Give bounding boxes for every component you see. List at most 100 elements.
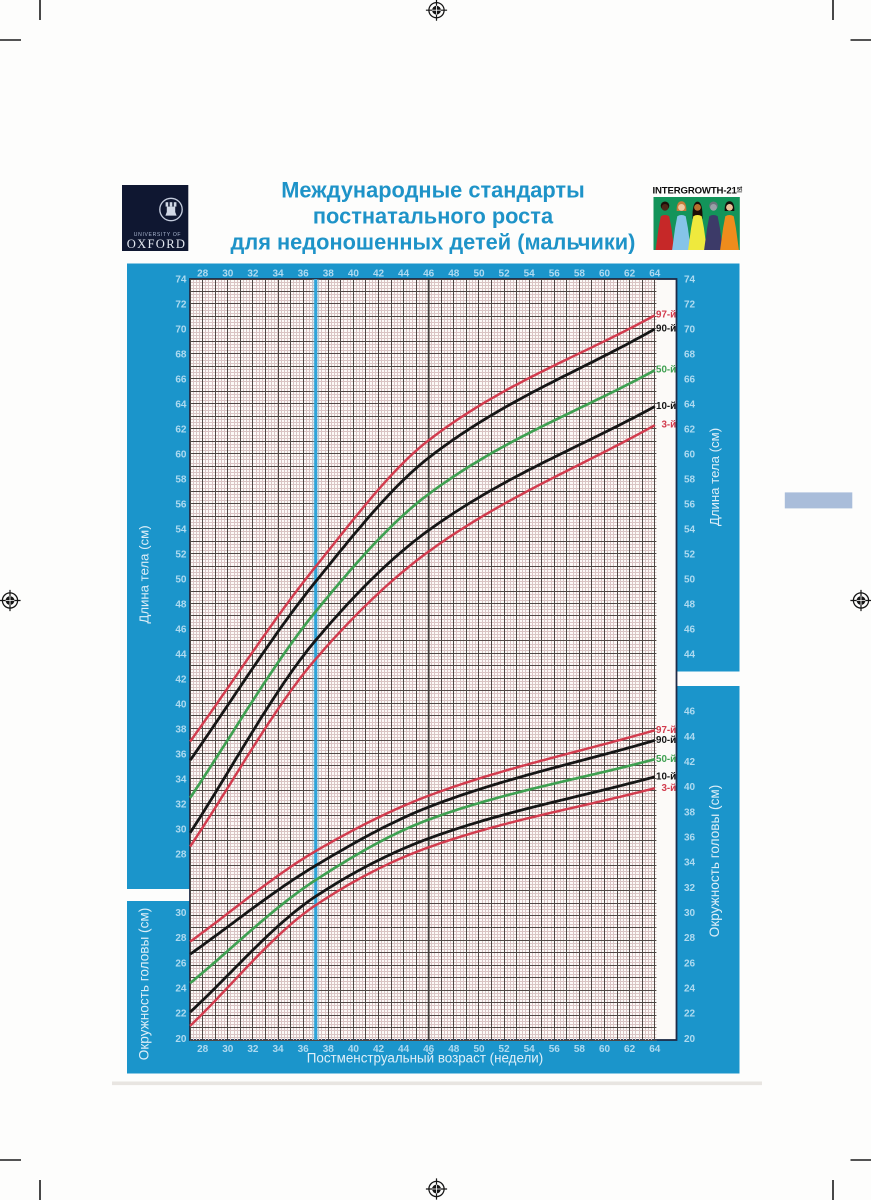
svg-text:58: 58 bbox=[574, 268, 586, 279]
svg-text:26: 26 bbox=[684, 958, 696, 969]
svg-text:64: 64 bbox=[684, 399, 696, 410]
svg-text:50: 50 bbox=[684, 574, 696, 585]
svg-text:36: 36 bbox=[175, 749, 187, 760]
svg-text:70: 70 bbox=[175, 324, 187, 335]
svg-text:постнатального роста: постнатального роста bbox=[313, 204, 554, 229]
svg-text:52: 52 bbox=[499, 268, 511, 279]
svg-text:97-й: 97-й bbox=[656, 310, 676, 321]
svg-text:34: 34 bbox=[175, 774, 187, 785]
svg-text:42: 42 bbox=[684, 757, 696, 768]
svg-text:58: 58 bbox=[175, 474, 187, 485]
svg-text:60: 60 bbox=[599, 1044, 611, 1055]
svg-text:UNIVERSITY OF: UNIVERSITY OF bbox=[134, 232, 181, 238]
svg-text:46: 46 bbox=[684, 624, 696, 635]
svg-text:58: 58 bbox=[574, 1044, 586, 1055]
svg-text:38: 38 bbox=[323, 1044, 335, 1055]
svg-text:50: 50 bbox=[473, 1044, 485, 1055]
svg-text:42: 42 bbox=[373, 1044, 385, 1055]
svg-text:48: 48 bbox=[448, 1044, 460, 1055]
svg-text:64: 64 bbox=[649, 268, 661, 279]
svg-text:44: 44 bbox=[398, 268, 410, 279]
svg-text:64: 64 bbox=[175, 399, 187, 410]
svg-text:30: 30 bbox=[684, 908, 696, 919]
svg-text:56: 56 bbox=[549, 1044, 561, 1055]
svg-text:INTERGROWTH-21st: INTERGROWTH-21st bbox=[653, 185, 744, 196]
svg-text:22: 22 bbox=[684, 1009, 696, 1020]
svg-text:56: 56 bbox=[549, 268, 561, 279]
svg-text:3-й: 3-й bbox=[661, 420, 676, 431]
svg-text:32: 32 bbox=[247, 1044, 259, 1055]
svg-text:30: 30 bbox=[222, 1044, 234, 1055]
svg-text:62: 62 bbox=[684, 424, 696, 435]
svg-text:40: 40 bbox=[348, 1044, 360, 1055]
svg-text:3-й: 3-й bbox=[661, 783, 676, 794]
svg-text:50-й: 50-й bbox=[656, 754, 676, 765]
svg-text:10-й: 10-й bbox=[656, 772, 676, 783]
svg-text:32: 32 bbox=[684, 883, 696, 894]
svg-text:60: 60 bbox=[684, 449, 696, 460]
svg-text:Длина тела (см): Длина тела (см) bbox=[707, 428, 722, 526]
svg-text:28: 28 bbox=[175, 849, 187, 860]
svg-text:26: 26 bbox=[175, 958, 187, 969]
svg-text:70: 70 bbox=[684, 324, 696, 335]
svg-text:60: 60 bbox=[175, 449, 187, 460]
svg-text:36: 36 bbox=[298, 268, 310, 279]
svg-text:Окружность головы (см): Окружность головы (см) bbox=[137, 908, 152, 1060]
svg-text:44: 44 bbox=[684, 732, 696, 743]
svg-text:48: 48 bbox=[175, 599, 187, 610]
svg-text:24: 24 bbox=[684, 984, 696, 995]
svg-text:50: 50 bbox=[175, 574, 187, 585]
svg-text:50: 50 bbox=[473, 268, 485, 279]
svg-text:44: 44 bbox=[684, 649, 696, 660]
svg-text:97-й: 97-й bbox=[656, 725, 676, 736]
svg-text:54: 54 bbox=[524, 1044, 536, 1055]
svg-text:66: 66 bbox=[175, 374, 187, 385]
svg-text:72: 72 bbox=[175, 299, 187, 310]
svg-text:34: 34 bbox=[272, 268, 284, 279]
svg-text:30: 30 bbox=[175, 824, 187, 835]
svg-text:52: 52 bbox=[175, 549, 187, 560]
svg-text:42: 42 bbox=[373, 268, 385, 279]
svg-text:10-й: 10-й bbox=[656, 401, 676, 412]
svg-text:44: 44 bbox=[398, 1044, 410, 1055]
svg-text:46: 46 bbox=[423, 268, 435, 279]
svg-text:40: 40 bbox=[175, 699, 187, 710]
svg-text:32: 32 bbox=[175, 799, 187, 810]
svg-text:48: 48 bbox=[448, 268, 460, 279]
svg-text:OXFORD: OXFORD bbox=[127, 237, 187, 251]
svg-text:52: 52 bbox=[499, 1044, 511, 1055]
svg-text:22: 22 bbox=[175, 1009, 187, 1020]
svg-text:для недоношенных детей (мальчи: для недоношенных детей (мальчики) bbox=[231, 230, 636, 255]
svg-text:58: 58 bbox=[684, 474, 696, 485]
svg-text:36: 36 bbox=[684, 833, 696, 844]
svg-text:60: 60 bbox=[599, 268, 611, 279]
svg-text:20: 20 bbox=[175, 1034, 187, 1045]
svg-text:90-й: 90-й bbox=[656, 735, 676, 746]
svg-text:68: 68 bbox=[684, 349, 696, 360]
svg-text:54: 54 bbox=[524, 268, 536, 279]
svg-text:32: 32 bbox=[247, 268, 259, 279]
svg-text:Международные стандарты: Международные стандарты bbox=[281, 178, 584, 203]
svg-text:38: 38 bbox=[323, 268, 335, 279]
svg-text:42: 42 bbox=[175, 674, 187, 685]
svg-text:46: 46 bbox=[175, 624, 187, 635]
svg-text:90-й: 90-й bbox=[656, 323, 676, 334]
svg-text:28: 28 bbox=[197, 268, 209, 279]
svg-text:28: 28 bbox=[175, 933, 187, 944]
svg-text:34: 34 bbox=[684, 858, 696, 869]
svg-text:20: 20 bbox=[684, 1034, 696, 1045]
svg-text:30: 30 bbox=[175, 908, 187, 919]
svg-text:62: 62 bbox=[624, 268, 636, 279]
svg-text:56: 56 bbox=[175, 499, 187, 510]
svg-text:62: 62 bbox=[624, 1044, 636, 1055]
svg-text:38: 38 bbox=[684, 807, 696, 818]
svg-text:40: 40 bbox=[348, 268, 360, 279]
svg-text:Окружность головы (см): Окружность головы (см) bbox=[707, 785, 722, 937]
svg-text:34: 34 bbox=[272, 1044, 284, 1055]
svg-text:38: 38 bbox=[175, 724, 187, 735]
svg-text:36: 36 bbox=[298, 1044, 310, 1055]
svg-text:62: 62 bbox=[175, 424, 187, 435]
svg-text:46: 46 bbox=[423, 1044, 435, 1055]
svg-text:50-й: 50-й bbox=[656, 365, 676, 376]
svg-text:52: 52 bbox=[684, 549, 696, 560]
